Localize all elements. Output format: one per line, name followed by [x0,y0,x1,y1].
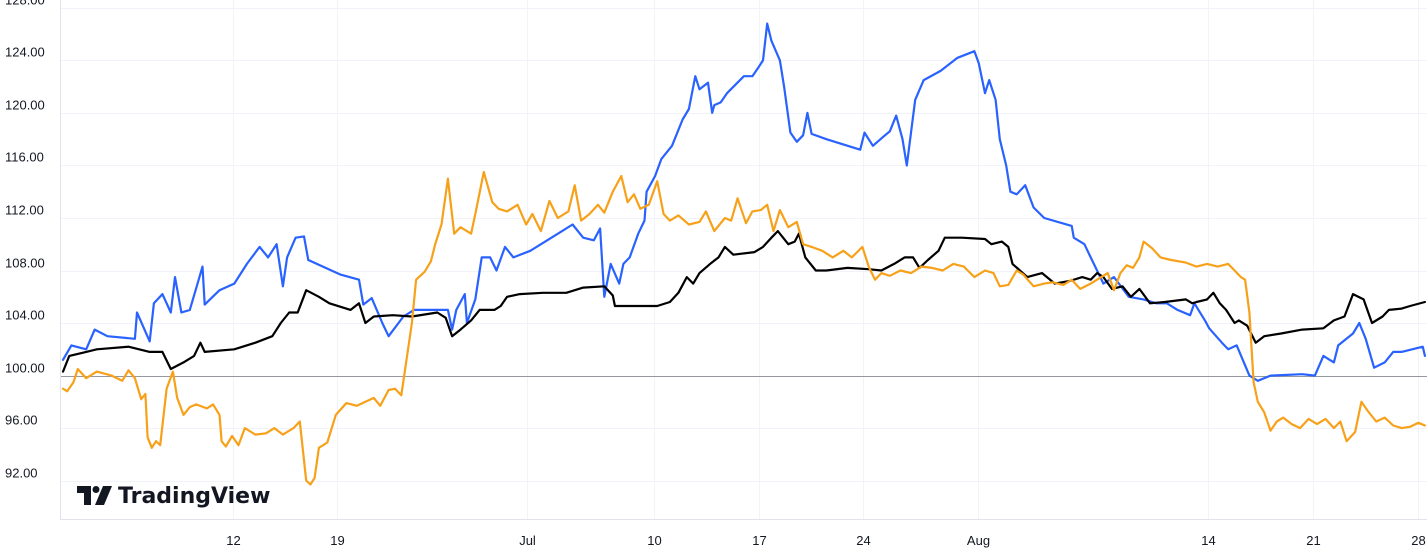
x-tick-label: Aug [967,533,990,548]
y-tick-label: 100.00 [5,361,45,376]
y-tick-label: 112.00 [5,203,44,218]
y-tick-label: 96.00 [5,413,38,428]
brand-name: TradingView [118,484,270,509]
y-tick-label: 92.00 [5,466,38,481]
x-tick-label: 28 [1411,533,1425,548]
series-line-black[interactable] [61,230,1426,373]
y-tick-label: 116.00 [5,150,44,165]
x-tick-label: 12 [226,533,240,548]
x-axis-tick-labels: 12 19 Jul 10 17 24 Aug 14 21 28 [226,533,1425,548]
y-tick-label: 104.00 [5,308,45,323]
x-tick-label: Jul [519,533,536,548]
vertical-gridlines [233,0,1419,520]
y-tick-label: 128.00 [5,0,45,8]
tradingview-logo[interactable]: TradingView [77,484,270,509]
series-line-blue[interactable] [61,22,1426,382]
y-tick-label: 124.00 [5,45,45,60]
series-layer [61,22,1426,486]
y-tick-label: 108.00 [5,256,45,271]
x-tick-label: 21 [1306,533,1320,548]
tradingview-logo-icon [77,486,112,505]
series-line-orange[interactable] [61,170,1426,486]
x-tick-label: 14 [1201,533,1215,548]
x-tick-label: 19 [330,533,344,548]
x-tick-label: 10 [647,533,661,548]
x-tick-label: 24 [856,533,870,548]
x-tick-label: 17 [752,533,766,548]
y-tick-label: 120.00 [5,98,45,113]
y-axis-tick-labels: 92.00 96.00 100.00 104.00 108.00 112.00 116.00… [5,0,45,481]
